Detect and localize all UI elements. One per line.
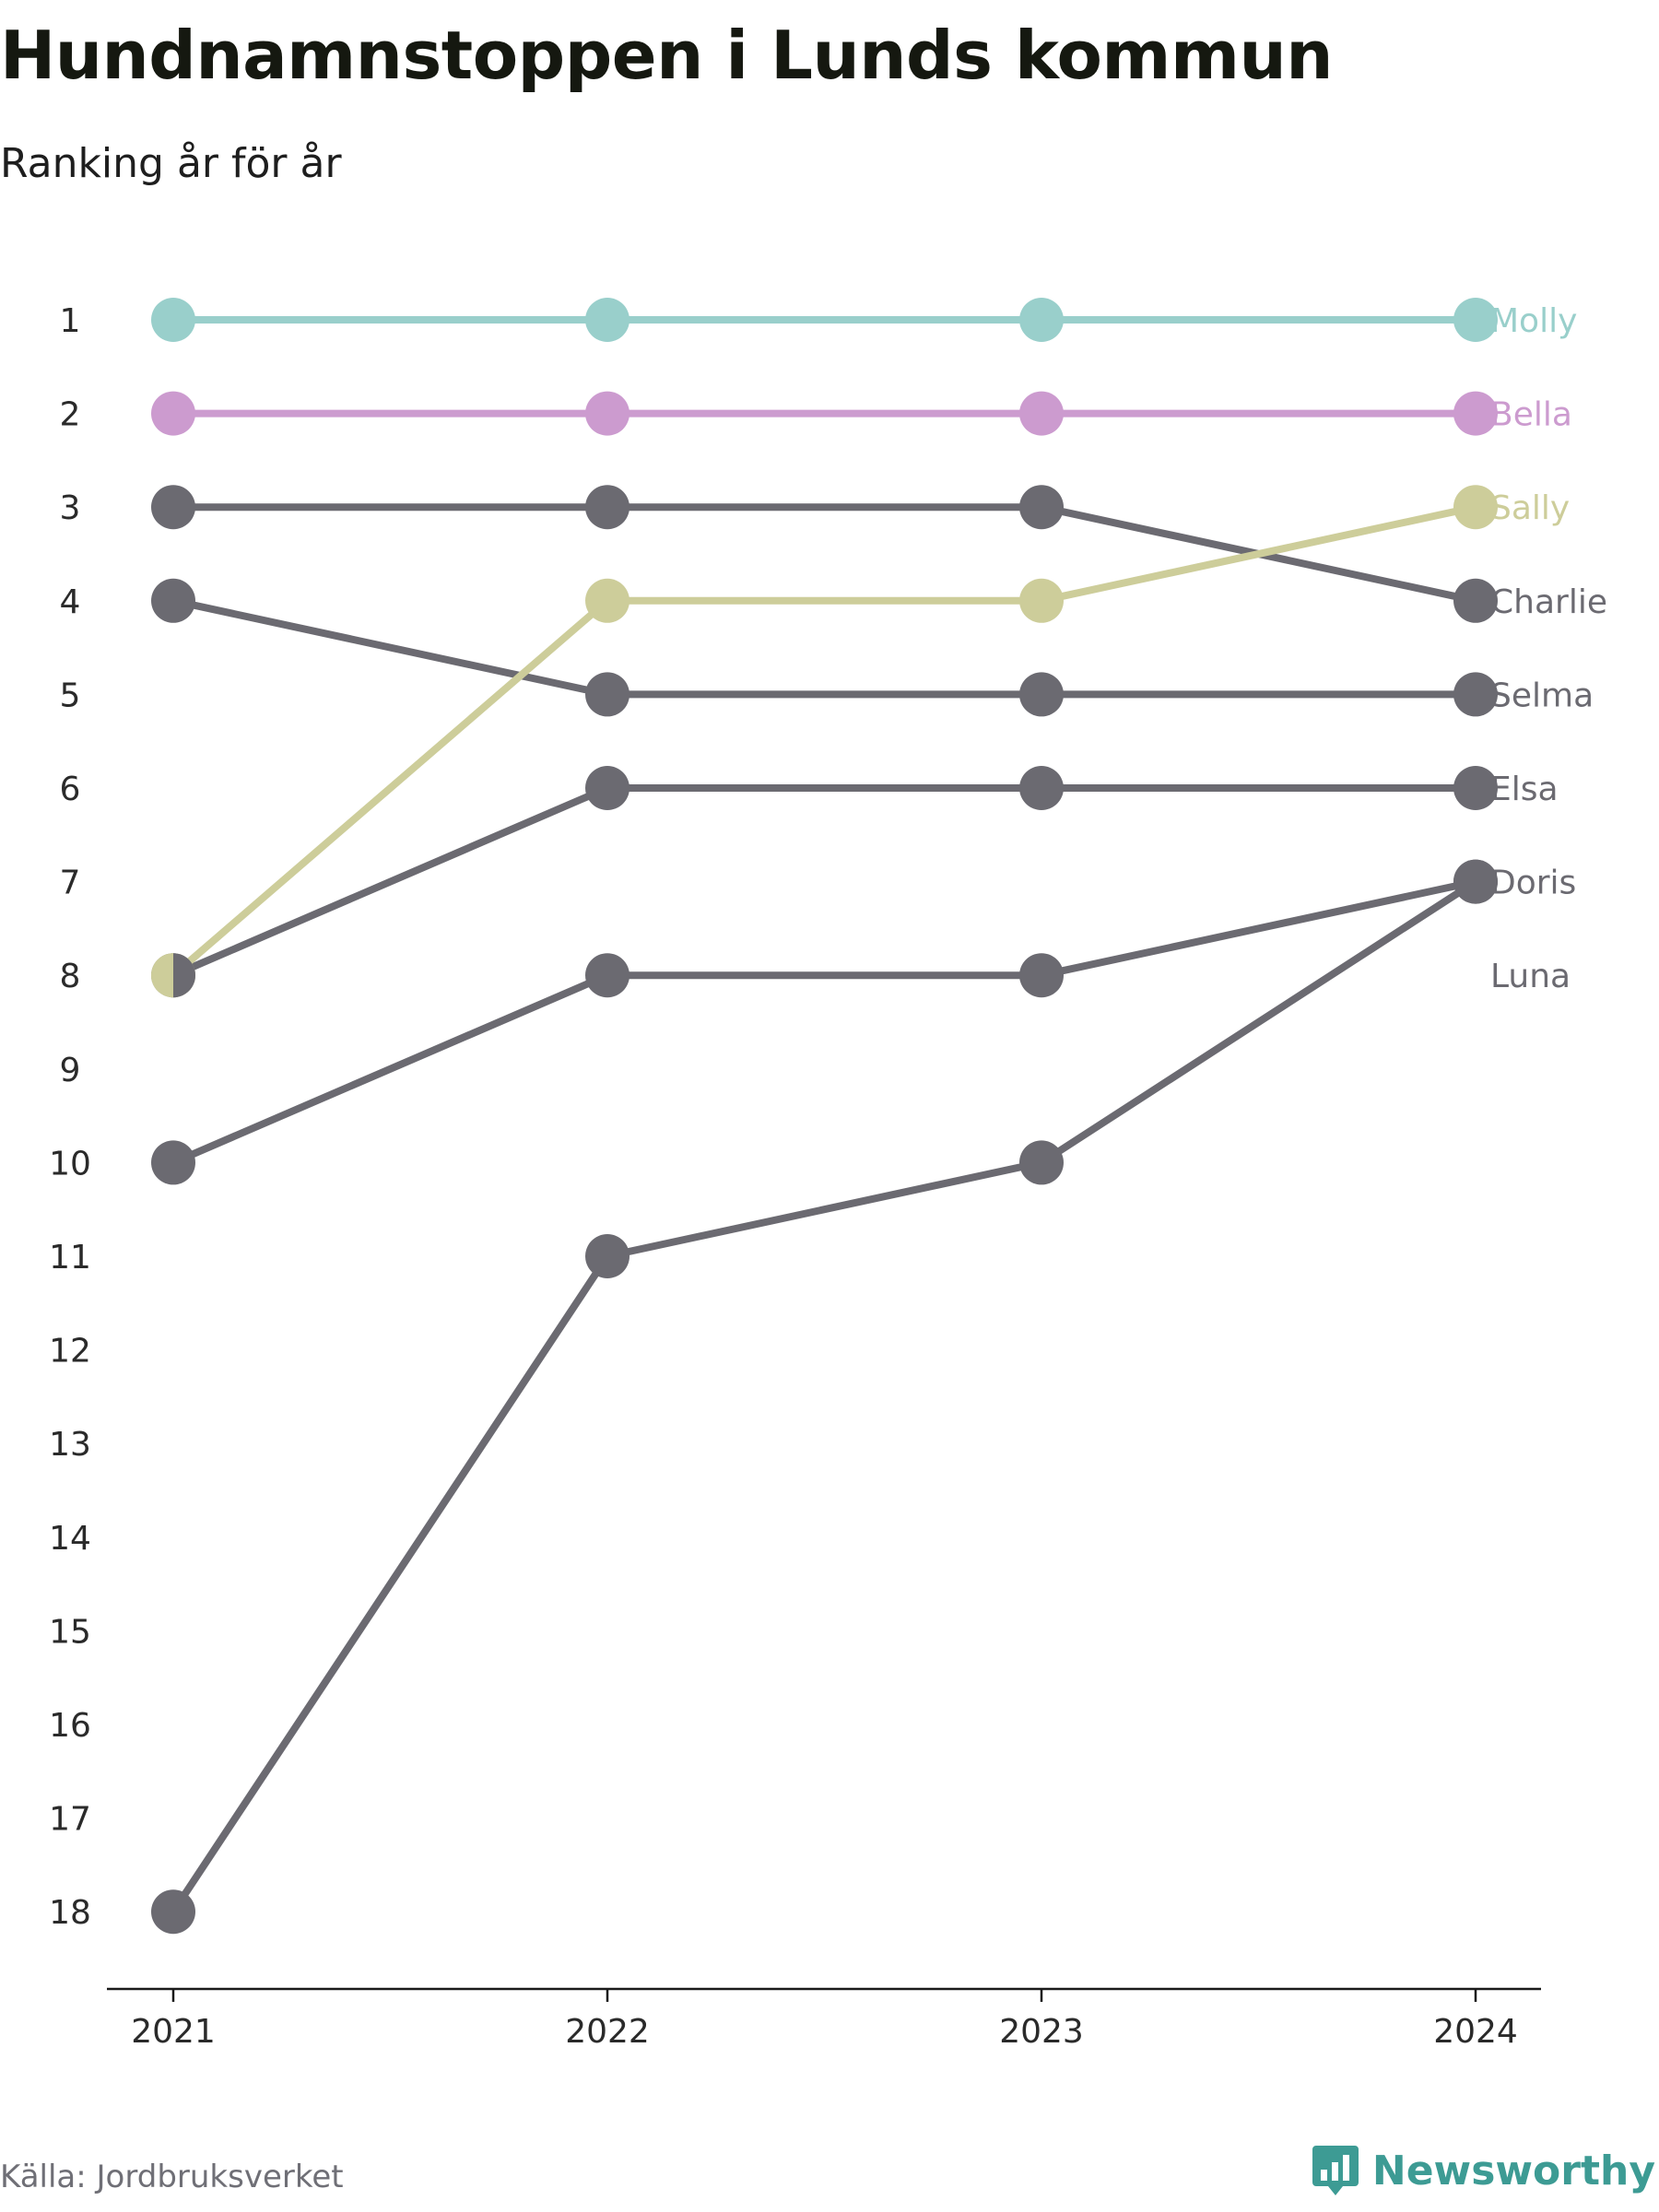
y-tick-label: 1: [60, 302, 81, 340]
data-point-selma: [1019, 672, 1064, 717]
y-tick-label: 18: [49, 1894, 91, 1932]
y-tick-label: 9: [60, 1052, 81, 1089]
data-point-molly: [151, 298, 195, 342]
data-point-molly: [1453, 298, 1498, 342]
data-point-sally: [1453, 485, 1498, 530]
y-tick-label: 15: [49, 1613, 91, 1651]
chart-subtitle: Ranking år för år: [0, 140, 342, 187]
brand-logo: Newsworthy: [1312, 2144, 1655, 2197]
data-point-selma: [585, 672, 629, 717]
data-point-shared-half-elsa: [173, 953, 196, 998]
data-point-charlie: [151, 485, 195, 530]
end-label-sally: Sally: [1490, 489, 1570, 527]
x-tick-label: 2024: [1433, 2013, 1518, 2051]
data-point-elsa: [585, 766, 629, 810]
y-tick-label: 11: [49, 1239, 91, 1277]
x-axis: 2021 2022 2023 2024: [107, 1987, 1541, 2051]
data-point-bella: [1019, 391, 1064, 436]
end-labels: Molly Bella Sally Charlie Selma Elsa Doris Luna: [1490, 302, 1607, 995]
y-tick-label: 13: [49, 1426, 91, 1464]
series-line-elsa: [170, 784, 1479, 980]
y-tick-label: 10: [49, 1145, 91, 1182]
data-point-elsa: [1453, 766, 1498, 810]
end-label-elsa: Elsa: [1490, 771, 1559, 808]
data-point-charlie: [1453, 578, 1498, 623]
data-point-luna: [1453, 859, 1498, 904]
y-tick-label: 5: [60, 677, 81, 714]
end-label-selma: Selma: [1490, 677, 1594, 714]
series-line-doris: [170, 877, 1479, 1167]
data-point-doris: [151, 1140, 195, 1185]
y-tick-label: 2: [60, 396, 81, 434]
data-point-molly: [1019, 298, 1064, 342]
y-tick-label: 6: [60, 771, 81, 808]
y-tick-label: 16: [49, 1707, 91, 1745]
series-points: [151, 298, 1498, 1935]
data-point-sally: [1019, 578, 1064, 623]
data-point-charlie: [585, 485, 629, 530]
end-label-bella: Bella: [1490, 396, 1572, 434]
series-line-luna: [170, 877, 1479, 1916]
data-point-bella: [1453, 391, 1498, 436]
y-tick-label: 3: [60, 489, 81, 527]
series-line-charlie: [170, 503, 1479, 605]
y-tick-label: 12: [49, 1333, 91, 1371]
bar-chart-bubble-icon: [1312, 2146, 1359, 2195]
end-label-luna: Luna: [1490, 958, 1571, 995]
data-point-molly: [585, 298, 629, 342]
data-point-luna: [151, 1889, 195, 1935]
y-tick-label: 17: [49, 1801, 91, 1839]
data-point-selma: [1453, 672, 1498, 717]
data-point-selma: [151, 578, 195, 623]
y-tick-label: 7: [60, 865, 81, 902]
source-note: Källa: Jordbruksverket: [0, 2159, 344, 2195]
brand-name: Newsworthy: [1371, 2147, 1655, 2194]
data-point-sally: [585, 578, 629, 623]
end-label-doris: Doris: [1490, 865, 1576, 902]
y-tick-label: 4: [60, 583, 81, 621]
series-line-selma: [170, 596, 1479, 699]
x-tick-label: 2022: [565, 2013, 650, 2051]
chart-title: Hundnamnstoppen i Lunds kommun: [0, 17, 1334, 94]
data-point-doris: [1019, 953, 1064, 998]
data-point-luna: [585, 1234, 629, 1278]
end-label-charlie: Charlie: [1490, 583, 1607, 621]
data-point-shared-half-sally: [151, 953, 173, 998]
end-label-molly: Molly: [1490, 302, 1577, 340]
data-point-elsa: [1019, 766, 1064, 810]
data-point-bella: [585, 391, 629, 436]
x-tick-label: 2023: [999, 2013, 1084, 2051]
data-point-bella: [151, 391, 195, 436]
series-line-sally: [170, 503, 1479, 980]
data-point-charlie: [1019, 485, 1064, 530]
data-point-luna: [1019, 1140, 1064, 1185]
series-lines: [170, 316, 1479, 1916]
data-point-doris: [585, 953, 629, 998]
y-tick-label: 8: [60, 958, 81, 995]
y-tick-label: 14: [49, 1520, 91, 1558]
x-tick-label: 2021: [131, 2013, 216, 2051]
